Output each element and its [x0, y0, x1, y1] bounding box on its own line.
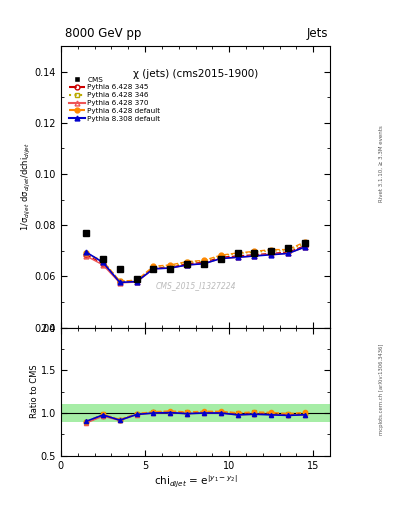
Text: Rivet 3.1.10, ≥ 3.3M events: Rivet 3.1.10, ≥ 3.3M events [379, 125, 384, 202]
Text: CMS_2015_I1327224: CMS_2015_I1327224 [155, 281, 236, 290]
Text: 8000 GeV pp: 8000 GeV pp [65, 27, 141, 40]
Y-axis label: 1/σ$_{dijet}$ dσ$_{dijet}$/dchi$_{dijet}$: 1/σ$_{dijet}$ dσ$_{dijet}$/dchi$_{dijet}… [20, 142, 33, 231]
Text: Jets: Jets [307, 27, 328, 40]
Y-axis label: Ratio to CMS: Ratio to CMS [30, 365, 39, 418]
Legend: CMS, Pythia 6.428 345, Pythia 6.428 346, Pythia 6.428 370, Pythia 6.428 default,: CMS, Pythia 6.428 345, Pythia 6.428 346,… [67, 75, 162, 123]
X-axis label: chi$_{dijet}$ = e$^{|y_1-y_2|}$: chi$_{dijet}$ = e$^{|y_1-y_2|}$ [154, 473, 237, 489]
Bar [61, 404, 330, 421]
Text: mcplots.cern.ch [arXiv:1306.3436]: mcplots.cern.ch [arXiv:1306.3436] [379, 344, 384, 435]
Text: χ (jets) (cms2015-1900): χ (jets) (cms2015-1900) [133, 69, 258, 79]
